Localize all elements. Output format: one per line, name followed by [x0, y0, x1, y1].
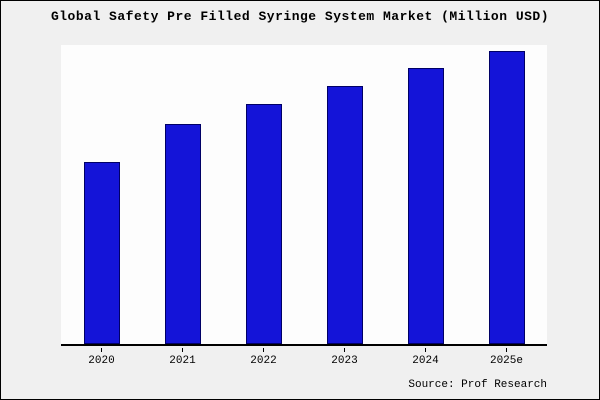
chart-title: Global Safety Pre Filled Syringe System … [50, 9, 550, 24]
x-axis-label-text: 2022 [250, 355, 277, 367]
x-axis-tick [182, 348, 183, 352]
x-axis-label-2022: 2022 [223, 348, 304, 372]
x-axis-label-2025e: 2025e [466, 348, 547, 372]
x-axis-label-text: 2024 [412, 355, 439, 367]
x-axis-label-2023: 2023 [304, 348, 385, 372]
source-text: Source: Prof Research [408, 379, 547, 391]
bar-slot [61, 45, 142, 344]
bar-slot [385, 45, 466, 344]
x-axis-tick [506, 348, 507, 352]
x-axis-label-2021: 2021 [142, 348, 223, 372]
bar-slot [466, 45, 547, 344]
x-axis-label-2020: 2020 [61, 348, 142, 372]
bar-2024 [407, 68, 444, 344]
x-axis-tick [425, 348, 426, 352]
bar-slot [142, 45, 223, 344]
bars-container [61, 45, 547, 344]
x-axis-label-2024: 2024 [385, 348, 466, 372]
bar-2025e [488, 50, 525, 344]
bar-2021 [164, 124, 201, 344]
bar-2023 [326, 86, 363, 344]
x-axis-label-text: 2020 [88, 355, 115, 367]
x-axis-tick [101, 348, 102, 352]
x-axis-label-text: 2021 [169, 355, 196, 367]
bar-slot [304, 45, 385, 344]
bar-2022 [245, 103, 282, 344]
x-axis-tick [344, 348, 345, 352]
x-axis-label-text: 2023 [331, 355, 358, 367]
bar-slot [223, 45, 304, 344]
x-axis-tick [263, 348, 264, 352]
x-axis-label-text: 2025e [489, 355, 523, 367]
plot-area [61, 45, 547, 346]
bar-2020 [83, 162, 120, 344]
x-axis-labels: 2020 2021 2022 2023 2024 2025e [61, 348, 547, 372]
